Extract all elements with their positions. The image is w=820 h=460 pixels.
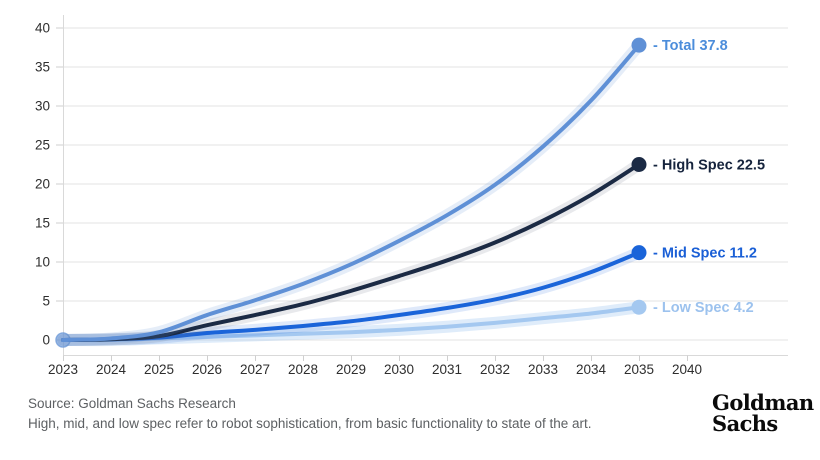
definition-note: High, mid, and low spec refer to robot s…: [28, 416, 592, 431]
source-note: Source: Goldman Sachs Research: [28, 396, 236, 411]
x-tick-label: 2033: [528, 362, 558, 377]
logo-line-1: Goldman: [712, 390, 814, 415]
line-high-spec: [61, 162, 641, 342]
x-tick-label: 2030: [384, 362, 414, 377]
y-tick-label: 20: [35, 177, 50, 192]
x-tick-label: 2031: [432, 362, 462, 377]
x-tick-label: 2026: [192, 362, 222, 377]
y-tick-label: 5: [42, 294, 50, 309]
x-tick-label: 2035: [624, 362, 654, 377]
x-tick-label: 2025: [144, 362, 174, 377]
y-tick-label: 10: [35, 255, 50, 270]
x-tick-label: 2024: [96, 362, 127, 377]
series-label-total: - Total 37.8: [653, 38, 728, 54]
chart-footer: Source: Goldman Sachs Research High, mid…: [0, 388, 820, 460]
series-label-high-spec: - High Spec 22.5: [653, 158, 765, 174]
y-tick-label: 0: [42, 333, 50, 348]
y-tick-label: 15: [35, 216, 50, 231]
series-label-low-spec: - Low Spec 4.2: [653, 300, 754, 316]
footnotes: Source: Goldman Sachs Research High, mid…: [28, 394, 592, 434]
y-tick-label: 25: [35, 138, 50, 153]
end-marker-low-spec: [631, 299, 647, 315]
x-tick-label: 2027: [240, 362, 270, 377]
x-tick-label: 2029: [336, 362, 366, 377]
x-tick-label: 2028: [288, 362, 318, 377]
x-tick-label: 2023: [48, 362, 78, 377]
x-tick-label: 2034: [576, 362, 607, 377]
series-label-mid-spec: - Mid Spec 11.2: [653, 246, 757, 262]
y-tick-label: 35: [35, 60, 50, 75]
logo-line-2: Sachs: [712, 411, 778, 436]
goldman-sachs-logo: Goldman Sachs: [712, 392, 814, 434]
x-tick-label: 2040: [672, 362, 702, 377]
end-marker-total: [631, 37, 647, 53]
y-tick-label: 30: [35, 99, 50, 114]
line-total: [61, 43, 641, 342]
y-tick-label: 40: [35, 21, 50, 36]
end-marker-high-spec: [631, 157, 647, 172]
end-marker-mid-spec: [631, 245, 647, 261]
x-tick-label: 2032: [480, 362, 510, 377]
